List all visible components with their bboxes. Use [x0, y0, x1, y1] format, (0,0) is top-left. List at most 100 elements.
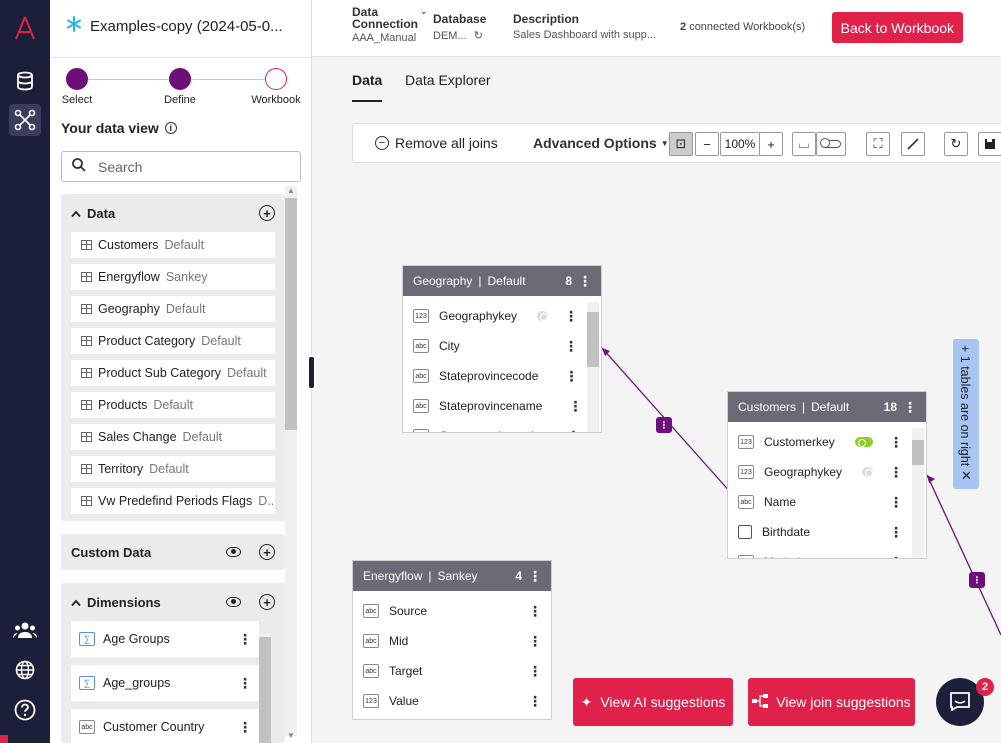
- more-options-icon[interactable]: ⋮: [889, 493, 903, 510]
- more-options-icon[interactable]: ⋮: [238, 674, 252, 691]
- custom-data-header[interactable]: Custom Data +: [61, 534, 285, 570]
- chevron-up-icon[interactable]: [71, 595, 81, 610]
- zoom-in-button[interactable]: +: [759, 132, 783, 156]
- panel-resize-handle[interactable]: [307, 355, 316, 390]
- field-row[interactable]: abc Name ⋮: [728, 487, 912, 517]
- field-row[interactable]: 123 Geographykey ⋮: [728, 457, 912, 487]
- field-row[interactable]: abc Mid ⋮: [353, 626, 551, 656]
- card-scrollbar[interactable]: [587, 302, 599, 432]
- reset-icon[interactable]: ↻: [944, 132, 968, 156]
- search-input[interactable]: [98, 158, 278, 175]
- key-icon[interactable]: [537, 311, 548, 321]
- advanced-options-dropdown[interactable]: Advanced Options ▼: [533, 131, 669, 155]
- tables-on-right-tab[interactable]: + 1 tables are on right ✕: [953, 339, 979, 489]
- eye-icon[interactable]: [226, 547, 241, 557]
- more-options-icon[interactable]: ⋮: [578, 272, 592, 289]
- save-icon[interactable]: [978, 132, 1001, 156]
- scrollbar-thumb[interactable]: [259, 637, 271, 743]
- database-icon[interactable]: [9, 65, 41, 97]
- field-row[interactable]: 123 Value ⋮: [353, 686, 551, 716]
- schema-icon[interactable]: [9, 104, 41, 136]
- more-options-icon[interactable]: ⋮: [238, 718, 252, 735]
- key-icon[interactable]: [862, 467, 873, 477]
- data-list-item[interactable]: Products Default: [71, 392, 275, 418]
- globe-icon[interactable]: [9, 654, 41, 686]
- spacing-icon[interactable]: ⌴: [792, 132, 816, 156]
- eye-icon[interactable]: [226, 597, 241, 607]
- card-header[interactable]: Geography | Default 8 ⋮: [403, 266, 601, 296]
- field-row[interactable]: abc Stateprovincename ⋮: [403, 391, 587, 421]
- chevron-up-icon[interactable]: [71, 206, 81, 221]
- card-header[interactable]: Energyflow | Sankey 4 ⋮: [353, 561, 551, 591]
- connected-workbooks[interactable]: 2 connected Workbook(s): [680, 21, 805, 33]
- users-icon[interactable]: [9, 614, 41, 646]
- more-options-icon[interactable]: ⋮: [564, 337, 578, 354]
- info-icon[interactable]: i: [164, 122, 177, 134]
- dimensions-header[interactable]: Dimensions +: [61, 583, 285, 621]
- tab-data-explorer[interactable]: Data Explorer: [405, 72, 491, 88]
- more-options-icon[interactable]: ⋮: [889, 433, 903, 450]
- dimension-item[interactable]: abc Customer Country ⋮: [71, 709, 259, 743]
- field-row[interactable]: 123 Geographykey ⋮: [403, 301, 587, 331]
- data-list-item[interactable]: Sales Change Default: [71, 424, 275, 450]
- more-options-icon[interactable]: ⋮: [564, 367, 578, 384]
- back-to-workbook-button[interactable]: Back to Workbook: [831, 12, 963, 43]
- more-options-icon[interactable]: ⋮: [564, 307, 578, 324]
- step-define[interactable]: Define: [158, 68, 202, 106]
- scrollbar-thumb[interactable]: [285, 198, 297, 430]
- add-icon[interactable]: +: [259, 205, 275, 221]
- datasource-title[interactable]: Examples-copy (2024-05-0...: [66, 16, 283, 36]
- refresh-icon[interactable]: ↻: [473, 30, 483, 42]
- data-list-item[interactable]: Energyflow Sankey: [71, 264, 275, 290]
- scroll-down-arrow[interactable]: ▼: [287, 731, 295, 740]
- help-icon[interactable]: [9, 694, 41, 726]
- data-list-item[interactable]: Geography Default: [71, 296, 275, 322]
- field-row[interactable]: abc Source ⋮: [353, 596, 551, 626]
- close-icon[interactable]: ✕: [960, 469, 975, 484]
- field-row[interactable]: abc Stateprovincecode ⋮: [403, 361, 587, 391]
- zoom-out-button[interactable]: −: [695, 132, 719, 156]
- scroll-up-arrow[interactable]: ▲: [287, 186, 295, 195]
- dimension-item[interactable]: ∑ Age_groups ⋮: [71, 665, 259, 701]
- remove-all-joins-button[interactable]: − Remove all joins: [375, 131, 498, 155]
- field-row[interactable]: abc Maritalstatus ⋮: [728, 547, 912, 559]
- more-options-icon[interactable]: ⋮: [889, 554, 903, 559]
- add-icon[interactable]: +: [259, 544, 275, 560]
- more-options-icon[interactable]: ⋮: [238, 630, 252, 647]
- fullscreen-icon[interactable]: ⛶: [866, 132, 890, 156]
- field-row[interactable]: abc Countryregioncode ⋮: [403, 421, 587, 432]
- join-handle[interactable]: ⋮: [969, 572, 985, 588]
- field-row[interactable]: abc Target ⋮: [353, 656, 551, 686]
- table-card-geography[interactable]: Geography | Default 8 ⋮ 123 Geographykey ⋮…: [402, 265, 602, 433]
- more-options-icon[interactable]: ⋮: [528, 632, 542, 649]
- tab-data[interactable]: Data: [352, 72, 383, 102]
- more-options-icon[interactable]: ⋮: [889, 523, 903, 540]
- dimension-item[interactable]: ∑ Age Groups ⋮: [71, 621, 259, 657]
- view-ai-suggestions-button[interactable]: ✦ View AI suggestions: [573, 678, 733, 726]
- dimensions-scrollbar[interactable]: [259, 633, 271, 743]
- data-list-item[interactable]: Product Category Default: [71, 328, 275, 354]
- brand-logo-icon[interactable]: [9, 12, 41, 44]
- more-options-icon[interactable]: ⋮: [528, 692, 542, 709]
- card-header[interactable]: Customers | Default 18 ⋮: [728, 392, 926, 422]
- field-row[interactable]: 123 Customerkey ⋮: [728, 427, 912, 457]
- more-options-icon[interactable]: ⋮: [568, 397, 582, 414]
- data-list-item[interactable]: Product Sub Category Default: [71, 360, 275, 386]
- card-scrollbar[interactable]: [912, 428, 924, 558]
- view-join-suggestions-button[interactable]: View join suggestions: [748, 678, 915, 726]
- more-options-icon[interactable]: ⋮: [528, 567, 542, 584]
- join-handle[interactable]: ⋮: [656, 417, 672, 433]
- table-card-energyflow[interactable]: Energyflow | Sankey 4 ⋮ abc Source ⋮ abc Mid…: [352, 560, 552, 720]
- more-options-icon[interactable]: ⋮: [889, 463, 903, 480]
- more-options-icon[interactable]: ⋮: [903, 398, 917, 415]
- step-select[interactable]: Select: [56, 68, 98, 106]
- more-options-icon[interactable]: ⋮: [528, 602, 542, 619]
- table-card-customers[interactable]: Customers | Default 18 ⋮ 123 Customerkey ⋮…: [727, 391, 927, 559]
- fit-view-icon[interactable]: ⊡: [669, 132, 693, 156]
- add-icon[interactable]: +: [259, 594, 275, 610]
- field-row[interactable]: Birthdate ⋮: [728, 517, 912, 547]
- data-list-item[interactable]: Customers Default: [71, 232, 275, 258]
- panel-scrollbar[interactable]: [285, 186, 297, 736]
- step-workbook[interactable]: Workbook: [246, 68, 306, 106]
- data-list-item[interactable]: Vw Predefind Periods Flags D...: [71, 488, 275, 514]
